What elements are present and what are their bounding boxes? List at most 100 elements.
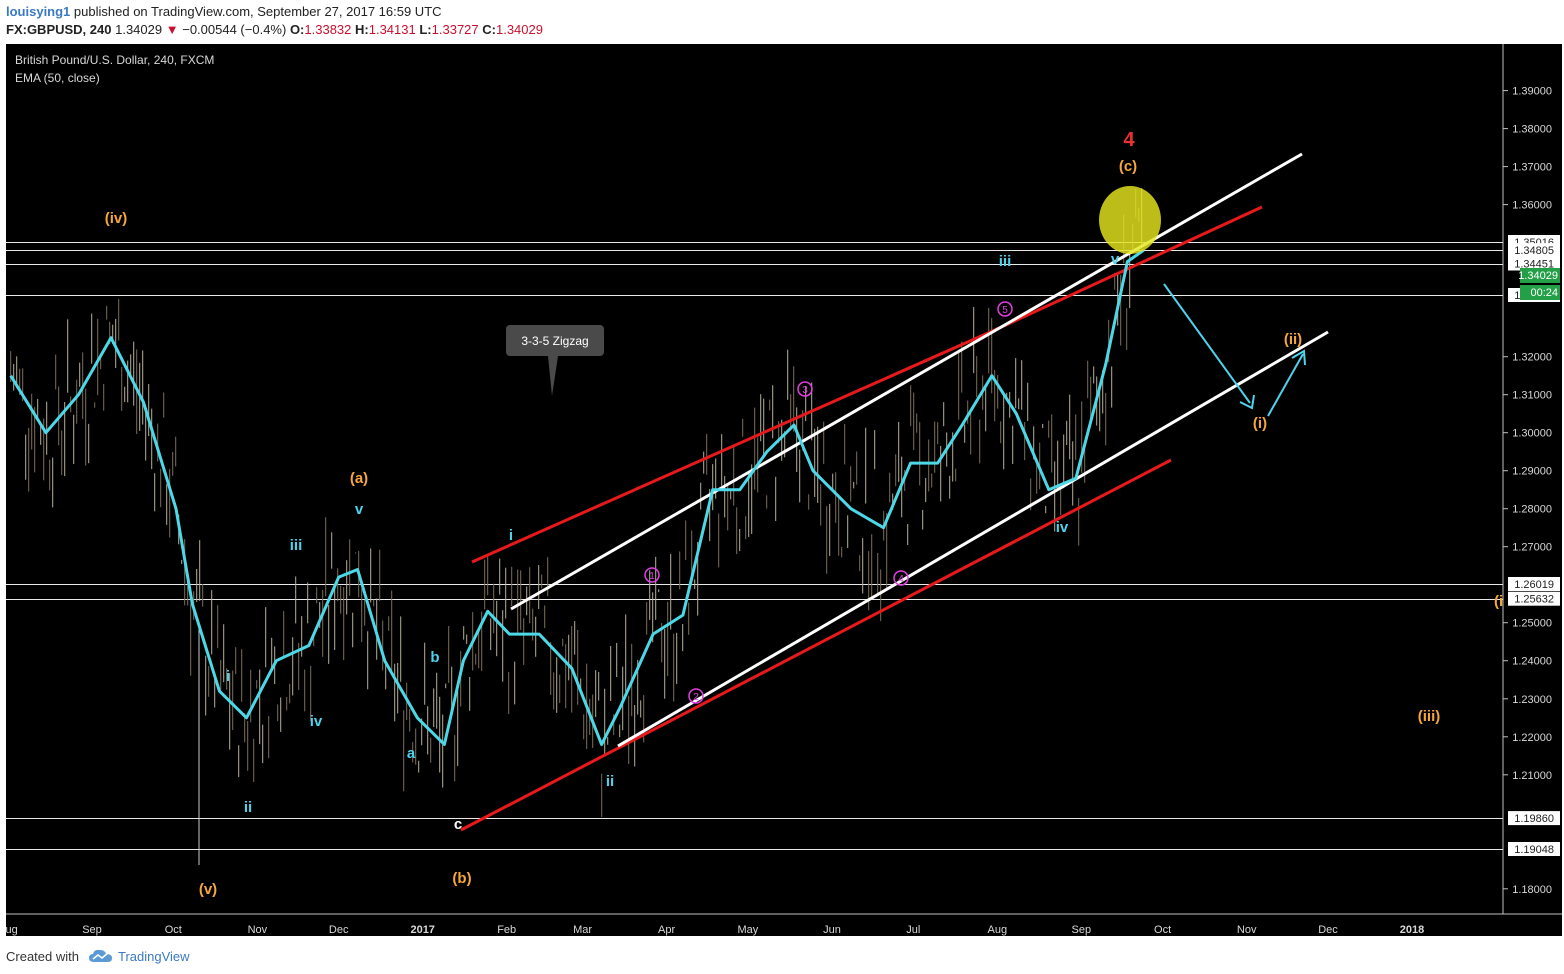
price-axis[interactable] (1503, 44, 1562, 914)
circled-label-text: 4 (898, 574, 904, 585)
y-tick-label: 1.25000 (1512, 618, 1552, 630)
wave-label: (i (1494, 593, 1503, 610)
price-level-label: 1.25632 (1514, 594, 1554, 606)
price-axis-labels: 1.39000 1.38000 1.37000 1.36000 1.32000 1.310… (1503, 86, 1552, 896)
high-value: 1.34131 (368, 22, 416, 37)
y-tick-label: 1.30000 (1512, 428, 1552, 440)
wave-label: (b) (452, 870, 471, 887)
callout[interactable]: 3-3-5 Zigzag (506, 325, 604, 396)
price-level-tag (1508, 591, 1560, 606)
wave-label: i (226, 668, 230, 685)
y-tick-label: 1.32000 (1512, 352, 1552, 364)
chart-legend: British Pound/U.S. Dollar, 240, FXCM EMA… (15, 53, 214, 85)
wave-label: v (355, 501, 364, 518)
x-tick-label: Nov (1237, 924, 1257, 936)
x-tick-label: Jun (823, 924, 841, 936)
chart-area[interactable]: 3-3-5 Zigzag (iv) (a) (v) (b) (c) (ii) (… (0, 44, 1562, 936)
footer: Created with TradingView (0, 938, 1564, 974)
x-tick-label: Aug (6, 924, 18, 936)
callout-pointer (548, 356, 558, 396)
author-link[interactable]: louisying1 (6, 4, 71, 19)
circled-label-ring (644, 567, 660, 583)
y-tick-label: 1.23000 (1512, 694, 1552, 706)
tradingview-link[interactable]: TradingView (118, 949, 190, 964)
projection-up-arrowhead (1291, 349, 1306, 366)
circled-label: 2 (688, 688, 704, 704)
price-level-label: 1.34805 (1514, 245, 1554, 257)
wave-label: (i) (1253, 415, 1267, 432)
last-price: 1.34029 (115, 22, 163, 37)
circled-label: 4 (893, 570, 909, 586)
circled-label-text: 3 (802, 385, 808, 396)
publish-info: published on TradingView.com, September … (73, 4, 442, 19)
chart-legend-indicator: EMA (50, close) (15, 71, 100, 85)
publish-line: louisying1 published on TradingView.com,… (6, 4, 442, 19)
wave-label: (iv) (105, 210, 128, 227)
x-tick-label: Dec (329, 924, 349, 936)
y-tick-label: 1.27000 (1512, 542, 1552, 554)
y-tick-label: 1.37000 (1512, 162, 1552, 174)
projection-up-line (1267, 353, 1304, 417)
y-tick-label: 1.21000 (1512, 770, 1552, 782)
y-tick-label: 1.29000 (1512, 466, 1552, 478)
wave-label: iii (999, 253, 1012, 270)
wave-label: (a) (350, 470, 368, 487)
x-tick-label: May (738, 924, 759, 936)
x-tick-label: Mar (573, 924, 592, 936)
price-chart[interactable]: 3-3-5 Zigzag (iv) (a) (v) (b) (c) (ii) (… (0, 44, 1562, 936)
circled-label-text: 1 (649, 571, 655, 582)
x-tick-label: Sep (82, 924, 102, 936)
x-tick-label: Jul (906, 924, 920, 936)
countdown-tag-text: 00:24 (1530, 287, 1558, 299)
wave-label: c (454, 816, 462, 833)
close-value: 1.34029 (495, 22, 543, 37)
white-channel-upper (510, 152, 1303, 611)
x-tick-label: Feb (497, 924, 516, 936)
last-price-tag-box (1520, 268, 1560, 283)
circled-label-text: 5 (1002, 305, 1008, 316)
wave-label: iii (290, 537, 303, 554)
price-level-tag (1508, 243, 1560, 258)
x-tick-label: Sep (1072, 924, 1092, 936)
wave-label: (c) (1119, 158, 1137, 175)
low-label: L: (419, 22, 432, 37)
projection-down-line (1163, 283, 1251, 404)
circled-label: 1 (644, 567, 660, 583)
price-level-tag (1508, 811, 1560, 826)
price-level-label: 1.19048 (1514, 844, 1554, 856)
circled-label-ring (688, 688, 704, 704)
tradingview-cloud-icon (89, 949, 112, 962)
wave-label: (iii) (1418, 708, 1441, 725)
y-tick-label: 1.18000 (1512, 884, 1552, 896)
price-level-tag (1508, 842, 1560, 856)
y-tick-label: 1.28000 (1512, 504, 1552, 516)
wave-labels: (iv) (a) (v) (b) (c) (ii) (i) (iii) (i i… (105, 129, 1503, 898)
x-tick-label: Dec (1318, 924, 1338, 936)
x-tick-label: Oct (165, 924, 182, 936)
x-tick-label: Nov (248, 924, 268, 936)
red-channel-upper-ext (1005, 205, 1263, 327)
callout-box (506, 325, 604, 356)
y-tick-label: 1.38000 (1512, 124, 1552, 136)
wave-label: 4 (1123, 129, 1135, 151)
header-bar: louisying1 published on TradingView.com,… (0, 0, 1564, 44)
wave-label: i (509, 527, 513, 544)
last-price-tag: 1.34029 00:24 (1518, 268, 1560, 300)
countdown-tag-box (1520, 285, 1560, 300)
chart-legend-title: British Pound/U.S. Dollar, 240, FXCM (15, 53, 214, 67)
ohlc-line: FX:GBPUSD, 240 1.34029 ▼ −0.00544 (−0.4%… (6, 22, 543, 37)
white-channel-lower (617, 330, 1329, 748)
highlight-circle (1099, 186, 1161, 254)
created-with-text: Created with (6, 949, 79, 964)
change-value: −0.00544 (−0.4%) (182, 22, 287, 37)
circled-label: 3 (797, 381, 813, 397)
time-axis[interactable] (6, 914, 1562, 936)
circled-wave-labels: 1 2 3 4 5 (644, 301, 1013, 704)
circled-label: 5 (997, 301, 1013, 317)
price-level-label: 1.19860 (1514, 813, 1554, 825)
callout-text: 3-3-5 Zigzag (521, 334, 588, 348)
price-level-tag (1508, 577, 1560, 591)
x-tick-label: 2017 (410, 924, 434, 936)
wave-label: ii (606, 773, 614, 790)
x-tick-label: Aug (988, 924, 1008, 936)
